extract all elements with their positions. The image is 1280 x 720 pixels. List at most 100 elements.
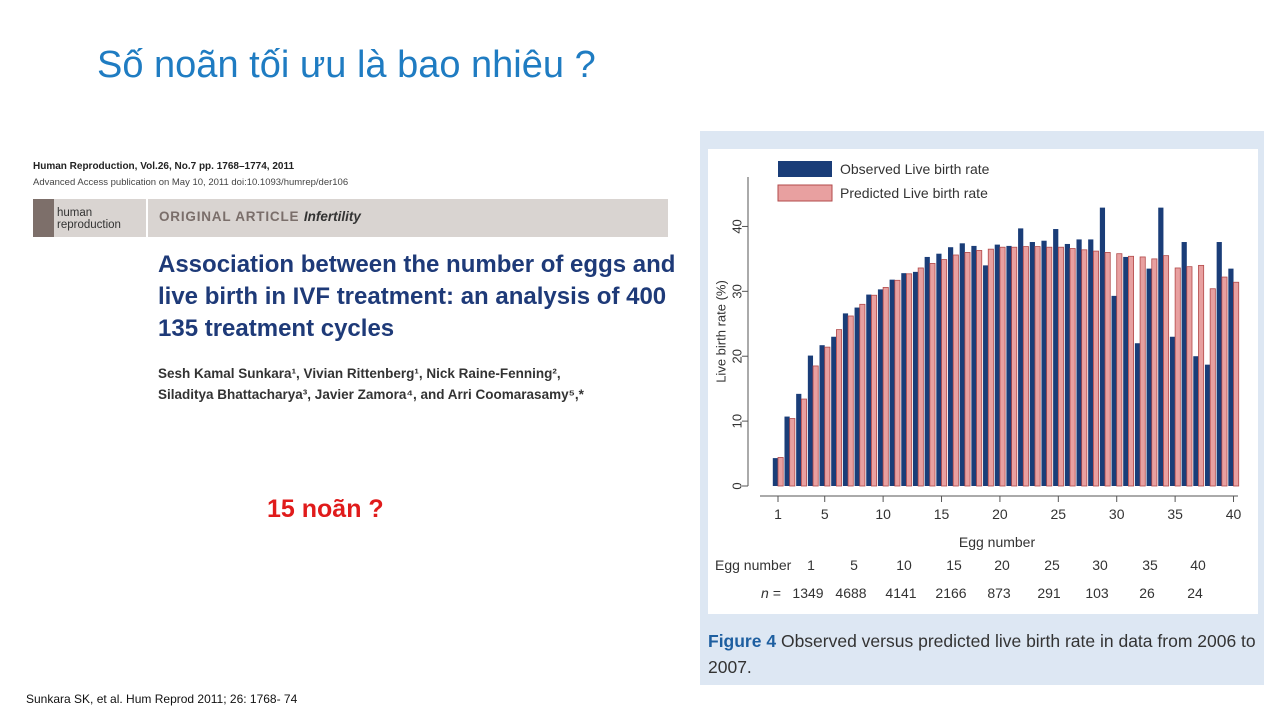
predicted-bar [1186,266,1193,487]
article-type-label: ORIGINAL ARTICLE Infertility [159,209,361,224]
observed-bar [819,345,825,486]
n-table-n-value: 1349 [792,585,823,601]
predicted-bar [871,294,878,487]
observed-bar [959,243,965,486]
slide-title: Số noãn tối ưu là bao nhiêu ? [97,44,596,86]
observed-bar [1158,207,1164,487]
observed-bar [854,307,860,486]
predicted-bar [1139,256,1146,487]
observed-bar [912,271,919,486]
observed-bar [1146,268,1152,486]
n-table-header-label: Egg number [715,557,792,573]
observed-bar [983,265,989,486]
article-banner: human reproduction ORIGINAL ARTICLE Infe… [33,199,668,237]
n-table-egg-number: 15 [946,557,962,573]
predicted-bar [906,273,913,487]
n-table-n-value: 24 [1187,585,1203,601]
figure-label: Figure 4 [708,631,777,651]
observed-bar [1064,243,1070,486]
predicted-bar [812,365,819,487]
y-tick-label: 20 [729,349,744,363]
n-table-egg-number: 1 [807,557,815,573]
n-table-n-value: 2166 [935,585,966,601]
observed-bar [1053,229,1059,486]
x-tick-label: 40 [1226,506,1242,522]
predicted-bar [847,315,854,487]
predicted-bar [835,329,842,487]
chart-area: 0 10 20 30 40 Live birth rate (%) 1 5 10 15 20 25 30… [708,149,1258,614]
predicted-bar [1233,281,1240,487]
n-table-egg-number: 35 [1142,557,1158,573]
predicted-bar [1151,258,1158,487]
observed-bar [1099,207,1106,487]
legend-observed-label: Observed Live birth rate [840,161,990,177]
x-tick-label: 10 [875,506,891,522]
observed-bar [1204,364,1211,486]
x-tick-label: 20 [992,506,1008,522]
observed-bar [796,393,802,486]
predicted-bar [1022,246,1029,487]
predicted-bar [824,346,831,487]
article-title: Association between the number of eggs a… [158,251,676,342]
observed-bar [889,279,895,486]
n-table-egg-number: 25 [1044,557,1060,573]
banner-stripe [33,199,54,237]
predicted-bar [1034,246,1041,487]
figure-panel: 0 10 20 30 40 Live birth rate (%) 1 5 10 15 20 25 30… [700,131,1264,685]
predicted-bar [1046,246,1053,487]
predicted-bar [1104,252,1111,487]
observed-bar [1006,245,1012,486]
observed-bar [994,244,1000,486]
predicted-bar [1011,246,1018,487]
predicted-bar [1209,288,1216,487]
n-table-egg-number: 30 [1092,557,1108,573]
y-tick-label: 0 [729,482,744,489]
observed-bar [877,289,884,486]
slide-citation: Sunkara SK, et al. Hum Reprod 2011; 26: … [26,692,298,706]
predicted-bar [999,246,1006,487]
observed-bar [1029,242,1035,486]
n-table-egg-number: 40 [1190,557,1206,573]
predicted-bar [894,279,901,487]
predicted-bar [941,259,948,487]
observed-bar [1088,239,1094,486]
observed-bar [936,253,942,486]
observed-bar [971,245,977,486]
access-publication-line: Advanced Access publication on May 10, 2… [33,177,349,188]
predicted-bar [859,303,866,487]
observed-bar [1134,343,1141,486]
predicted-bar [1198,264,1205,487]
observed-bar [1041,240,1047,486]
predicted-bar [1092,250,1099,487]
observed-bar [1193,356,1199,486]
y-tick-label: 10 [729,414,744,428]
authors-line-1: Sesh Kamal Sunkara¹, Vivian Rittenberg¹,… [158,366,561,381]
predicted-bar [789,418,796,487]
observed-bar [1018,228,1024,486]
predicted-bar [800,398,807,487]
predicted-bar [964,252,971,487]
n-table-n-value: 4141 [885,585,916,601]
observed-bar [1228,268,1234,486]
n-table-n-value: 26 [1139,585,1155,601]
x-axis-title: Egg number [959,534,1036,550]
figure-caption-text: Observed versus predicted live birth rat… [708,631,1256,677]
article-type: ORIGINAL ARTICLE [159,209,300,224]
predicted-bar [952,254,959,487]
observed-bar [1111,295,1117,486]
observed-bar [784,416,790,486]
x-tick-label: 1 [774,506,782,522]
observed-bar [1169,336,1176,486]
authors-line-2: Siladitya Bhattacharya³, Javier Zamora⁴,… [158,387,584,402]
observed-bar [866,294,872,486]
predicted-bar [1221,276,1228,487]
observed-bar [772,458,778,486]
x-tick-label: 15 [934,506,950,522]
n-table-n-label: n = [761,585,781,601]
observed-bar [901,273,907,486]
y-tick-label: 30 [729,284,744,298]
live-birth-rate-chart: 0 10 20 30 40 Live birth rate (%) 1 5 10 15 20 25 30… [713,161,1242,601]
callout-text: 15 noãn ? [267,495,384,523]
predicted-bar [987,248,994,487]
y-axis-title: Live birth rate (%) [713,280,728,383]
